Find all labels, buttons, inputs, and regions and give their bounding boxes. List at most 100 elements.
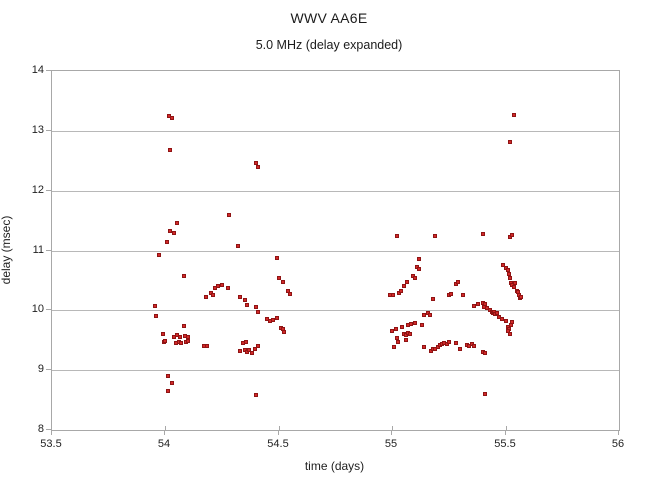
y-tick-mark [46,309,51,310]
data-point [186,334,191,339]
data-point [519,295,524,300]
data-point [476,302,481,307]
x-axis-title: time (days) [304,459,365,473]
y-tick-mark [46,369,51,370]
plot-area [51,70,620,431]
x-tick-mark [278,430,279,435]
data-point [178,335,183,340]
data-point [496,314,501,319]
data-point [256,344,261,349]
x-tick-mark [164,430,165,435]
data-point [512,280,517,285]
data-point [254,393,259,398]
gridline-y-13 [52,131,619,132]
data-point [483,351,488,356]
chart-title: WWV AA6E [290,10,368,26]
data-point [211,292,216,297]
data-point [181,273,186,278]
data-point [242,347,247,352]
data-point [471,344,476,349]
data-point [505,267,510,272]
x-tick-mark [51,430,52,435]
x-tick-mark [505,430,506,435]
data-point [510,232,515,237]
x-tick-mark-inner [165,426,166,430]
data-point [427,313,432,318]
y-tick-mark [46,190,51,191]
data-point [393,327,398,332]
y-tick-mark [46,130,51,131]
data-point [167,229,172,234]
data-point [446,340,451,345]
data-point [494,310,499,315]
data-point [417,256,422,261]
data-point [165,374,170,379]
data-point [485,305,490,310]
data-point [254,305,259,310]
data-point [174,220,179,225]
data-point [401,284,406,289]
data-point [181,324,186,329]
data-point [453,340,458,345]
data-point [511,112,516,117]
y-tick-label: 13 [31,124,44,136]
data-point [170,380,175,385]
data-point [403,338,408,343]
data-point [505,329,510,334]
data-point [404,280,409,285]
x-tick-label: 55.5 [494,438,516,450]
data-point [204,295,209,300]
data-point [249,350,254,355]
y-tick-label: 10 [31,303,44,315]
data-point [186,338,191,343]
data-point [392,345,397,350]
data-point [254,160,259,165]
data-point [243,340,248,345]
x-tick-label: 54 [157,438,171,450]
data-point [156,252,161,257]
data-point [153,303,158,308]
x-tick-mark-inner [506,426,507,430]
data-point [226,212,231,217]
data-point [412,320,417,325]
data-point [433,233,438,238]
y-tick-mark [46,429,51,430]
data-point [394,336,399,341]
data-point [165,388,170,393]
data-point [391,292,396,297]
data-point [394,234,399,239]
data-point [460,292,465,297]
data-point [444,342,449,347]
x-tick-mark [618,430,619,435]
data-point [271,317,276,322]
data-point [282,329,287,334]
data-point [400,325,405,330]
data-point [167,147,172,152]
x-tick-label: 53.5 [40,438,62,450]
data-point [403,333,408,338]
data-point [274,315,279,320]
data-point [501,263,506,268]
x-tick-label: 55 [384,438,398,450]
data-point [508,235,513,240]
data-point [161,331,166,336]
x-tick-label: 54.5 [267,438,289,450]
data-point [458,346,463,351]
data-point [170,115,175,120]
y-tick-mark [46,70,51,71]
y-tick-label: 9 [37,363,44,375]
data-point [471,304,476,309]
data-point [276,276,281,281]
data-point [256,164,261,169]
data-point [483,302,488,307]
data-point [508,276,513,281]
data-point [205,344,210,349]
gridline-y-10 [52,310,619,311]
data-point [419,323,424,328]
chart-subtitle: 5.0 MHz (delay expanded) [255,38,403,52]
data-point [395,340,400,345]
data-point [163,338,168,343]
data-point [417,267,422,272]
y-tick-label: 8 [37,423,44,435]
data-point [220,283,225,288]
